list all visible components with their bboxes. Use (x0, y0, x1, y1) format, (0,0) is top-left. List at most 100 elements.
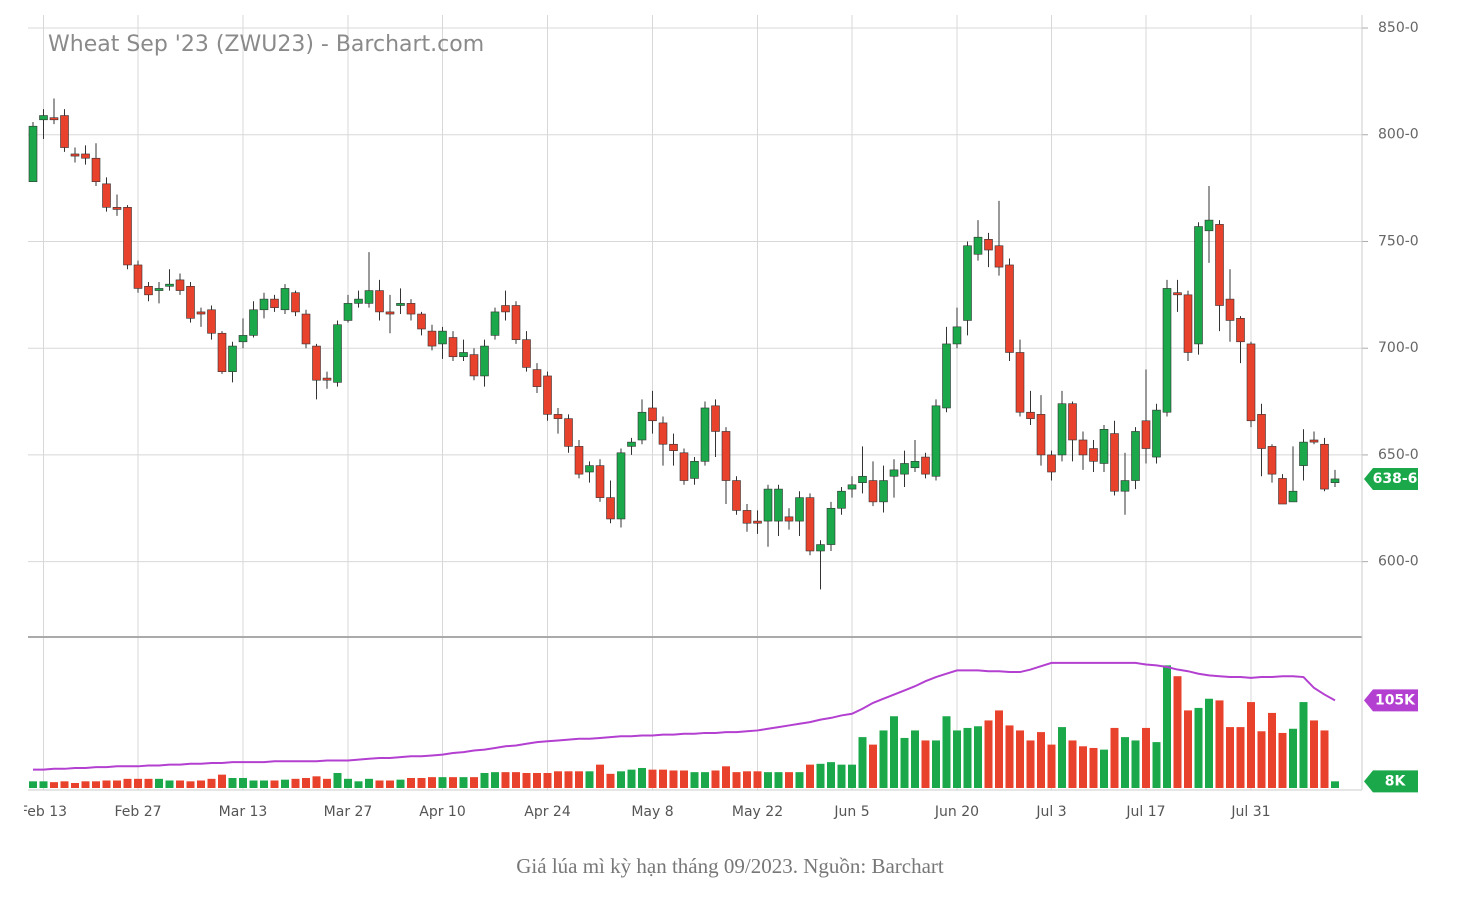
volume-bar (449, 777, 457, 788)
volume-bar (711, 770, 720, 788)
candle-body (574, 446, 584, 475)
candle-body (1015, 352, 1025, 413)
candle-body (417, 313, 426, 330)
candle-body (921, 456, 930, 475)
volume-bar (1079, 746, 1087, 788)
candle-body (658, 422, 668, 445)
volume-bar (743, 771, 751, 788)
volume-bar (92, 781, 100, 788)
volume-bar (921, 740, 930, 788)
candle-body (711, 405, 720, 432)
candle-body (900, 463, 909, 475)
x-tick-label: Mar 13 (219, 804, 268, 820)
volume-bar (1310, 720, 1318, 788)
candle-body (595, 465, 605, 498)
volume-bar (260, 780, 268, 788)
volume-ma-line (33, 661, 1336, 771)
x-tick-label: Mar 27 (324, 804, 373, 820)
candle-body (742, 510, 752, 524)
candle-body (196, 311, 206, 315)
candle-body (868, 480, 878, 503)
volume-bar (1215, 700, 1224, 788)
candle-body (123, 207, 132, 266)
volume-bar (1226, 727, 1234, 788)
value-tag-label: 105K (1375, 692, 1416, 708)
volume-bar (1089, 747, 1098, 788)
candle-body (1215, 224, 1224, 306)
candle-body (1036, 414, 1046, 456)
volume-bar (617, 771, 625, 788)
x-tick-label: Apr 10 (419, 804, 465, 820)
volume-bar (659, 769, 667, 788)
candle-body (1078, 439, 1088, 456)
volume-bar (575, 771, 583, 788)
candle-body (532, 369, 542, 387)
volume-bar (543, 772, 552, 788)
candle-body (270, 298, 279, 308)
candle-body (627, 441, 636, 447)
volume-bar (785, 772, 793, 788)
caption: Giá lúa mì kỳ hạn tháng 09/2023. Nguồn: … (516, 854, 944, 878)
volume-bar (795, 772, 804, 788)
volume-bar (1194, 707, 1203, 788)
volume-bar (323, 778, 331, 788)
candle-body (459, 352, 468, 358)
candle-body (385, 311, 395, 315)
candle-body (322, 377, 332, 381)
candle-body (795, 497, 804, 522)
candle-body (994, 245, 1004, 268)
volume-bar (1142, 727, 1150, 788)
candle-body (973, 236, 983, 255)
volume-bar (312, 776, 321, 788)
volume-bar (302, 777, 310, 788)
volume-bar (732, 772, 741, 788)
candle-body (91, 157, 101, 183)
candle-body (301, 313, 311, 345)
volume-bar (1037, 732, 1045, 788)
candle-body (39, 115, 48, 121)
volume-bar (942, 716, 951, 788)
volume-bar (375, 780, 384, 788)
candle-body (81, 153, 90, 159)
volume-bar (1005, 725, 1014, 788)
candle-body (343, 303, 353, 321)
candle-body (207, 309, 216, 334)
volume-bar (239, 777, 247, 788)
volume-bar (753, 771, 762, 788)
volume-bar (102, 780, 111, 788)
candle-body (333, 324, 342, 383)
candle-body (1309, 439, 1319, 443)
candle-body (616, 452, 626, 520)
volume-bar (1131, 740, 1140, 788)
volume-bar (491, 772, 499, 788)
volume-bar (837, 764, 846, 788)
value-tag (1364, 467, 1418, 490)
candle-body (280, 288, 290, 311)
volume-bar (270, 780, 279, 788)
volume-bar (1173, 676, 1182, 788)
volume-bar (29, 781, 37, 788)
volume-bar (249, 780, 258, 788)
volume-bar (438, 777, 447, 788)
volume-bar (638, 767, 646, 788)
x-tick-label: May 8 (631, 804, 673, 820)
candle-body (648, 407, 657, 422)
volume-bar (501, 772, 510, 788)
candle-body (700, 407, 710, 462)
candle-body (238, 335, 248, 343)
candle-body (553, 414, 563, 419)
volume-bar (396, 779, 405, 788)
volume-bar (207, 778, 216, 788)
volume-bar (1163, 665, 1171, 788)
volume-bar (123, 778, 132, 788)
volume-bar (669, 770, 678, 788)
candle-body (543, 375, 552, 415)
candle-body (679, 452, 689, 481)
candle-body (963, 245, 972, 321)
candle-body (721, 431, 731, 481)
volume-bar (533, 772, 541, 788)
y-tick-label: 650-0 (1378, 447, 1419, 463)
volume-bar (60, 781, 69, 788)
candle-body (1330, 478, 1340, 483)
